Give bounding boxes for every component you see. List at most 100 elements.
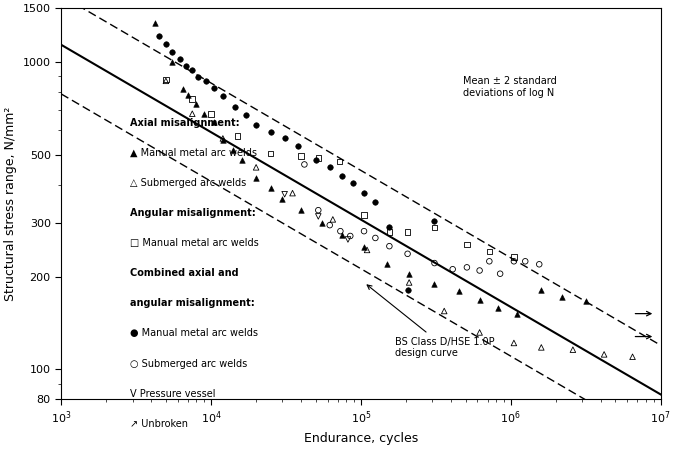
Point bbox=[217, 92, 228, 99]
Text: Angular misalignment:: Angular misalignment: bbox=[130, 208, 256, 218]
Point bbox=[313, 207, 324, 214]
Point bbox=[178, 85, 188, 92]
Point bbox=[250, 164, 261, 171]
Point bbox=[313, 213, 324, 220]
Point bbox=[402, 286, 413, 293]
Point bbox=[384, 224, 395, 231]
Point bbox=[292, 142, 303, 150]
Point bbox=[337, 173, 348, 180]
Point bbox=[384, 229, 395, 236]
Point bbox=[240, 112, 251, 119]
Text: ↗ Unbroken: ↗ Unbroken bbox=[130, 419, 188, 429]
Point bbox=[475, 267, 485, 274]
Point bbox=[382, 261, 393, 268]
Text: ○ Submerged arc welds: ○ Submerged arc welds bbox=[130, 359, 247, 369]
Point bbox=[182, 92, 193, 99]
Point bbox=[167, 48, 178, 56]
Point bbox=[206, 110, 217, 117]
Point bbox=[536, 344, 547, 351]
Point bbox=[187, 66, 198, 74]
Point bbox=[279, 191, 290, 198]
Point bbox=[187, 110, 198, 117]
Point bbox=[217, 136, 228, 143]
Point bbox=[180, 62, 191, 69]
Point bbox=[557, 294, 568, 301]
Text: □ Manual metal arc welds: □ Manual metal arc welds bbox=[130, 238, 259, 248]
Point bbox=[402, 250, 413, 257]
Text: ▲ Manual metal arc welds: ▲ Manual metal arc welds bbox=[130, 148, 257, 158]
Text: Axial misalignment:: Axial misalignment: bbox=[130, 118, 240, 128]
Point bbox=[198, 110, 209, 117]
Text: BS Class D/HSE 1.0P
design curve: BS Class D/HSE 1.0P design curve bbox=[367, 285, 495, 358]
Point bbox=[358, 189, 369, 197]
Point bbox=[296, 153, 306, 160]
Point bbox=[149, 20, 160, 27]
Point bbox=[265, 150, 276, 157]
Point bbox=[362, 247, 373, 254]
Point bbox=[347, 179, 358, 186]
Point bbox=[484, 258, 495, 265]
Point bbox=[299, 161, 310, 168]
Point bbox=[217, 135, 228, 142]
Point bbox=[429, 280, 440, 287]
Point bbox=[439, 308, 450, 315]
Point bbox=[296, 207, 306, 214]
Point bbox=[599, 351, 610, 358]
Point bbox=[475, 329, 485, 336]
Text: V Pressure vessel: V Pressure vessel bbox=[130, 389, 215, 399]
Point bbox=[334, 158, 345, 165]
Text: Combined axial and: Combined axial and bbox=[130, 268, 239, 278]
Point bbox=[429, 224, 440, 231]
Point bbox=[187, 95, 198, 102]
Point bbox=[209, 84, 219, 92]
Point bbox=[250, 174, 261, 181]
Point bbox=[167, 59, 178, 66]
Point bbox=[161, 40, 171, 48]
Point bbox=[402, 229, 413, 236]
Point bbox=[370, 198, 381, 205]
Point bbox=[508, 254, 519, 261]
Point bbox=[358, 228, 369, 235]
Text: △ Submerged arc welds: △ Submerged arc welds bbox=[130, 178, 246, 188]
Point bbox=[462, 241, 472, 248]
Point bbox=[384, 242, 395, 250]
Point bbox=[627, 353, 638, 361]
Point bbox=[581, 298, 592, 305]
Point bbox=[313, 154, 324, 162]
Point bbox=[508, 339, 519, 347]
Y-axis label: Structural stress range, N/mm²: Structural stress range, N/mm² bbox=[4, 106, 17, 301]
Point bbox=[161, 77, 171, 84]
Point bbox=[358, 244, 369, 251]
Point bbox=[492, 305, 503, 312]
Point bbox=[327, 216, 338, 223]
Point bbox=[345, 233, 356, 240]
Point bbox=[317, 219, 327, 226]
Point bbox=[287, 189, 298, 197]
Text: Mean ± 2 standard
deviations of log N: Mean ± 2 standard deviations of log N bbox=[463, 76, 557, 98]
Point bbox=[227, 146, 238, 153]
Point bbox=[462, 264, 472, 271]
Point bbox=[534, 261, 545, 268]
Point bbox=[484, 248, 495, 255]
Point bbox=[265, 184, 276, 191]
Point bbox=[232, 132, 243, 140]
Point bbox=[200, 77, 211, 84]
Point bbox=[342, 236, 353, 243]
Point bbox=[495, 270, 506, 277]
Point bbox=[277, 195, 288, 202]
Point bbox=[429, 260, 440, 267]
Point bbox=[536, 286, 547, 293]
Point bbox=[404, 279, 414, 286]
Point bbox=[325, 221, 335, 229]
X-axis label: Endurance, cycles: Endurance, cycles bbox=[304, 432, 418, 445]
Point bbox=[475, 297, 485, 304]
Point bbox=[236, 157, 247, 164]
Text: angular misalignment:: angular misalignment: bbox=[130, 298, 255, 308]
Point bbox=[568, 346, 578, 353]
Text: ● Manual metal arc welds: ● Manual metal arc welds bbox=[130, 329, 258, 339]
Point bbox=[448, 266, 458, 273]
Point bbox=[335, 228, 346, 235]
Point bbox=[265, 128, 276, 136]
Point bbox=[209, 118, 219, 125]
Point bbox=[191, 101, 202, 108]
